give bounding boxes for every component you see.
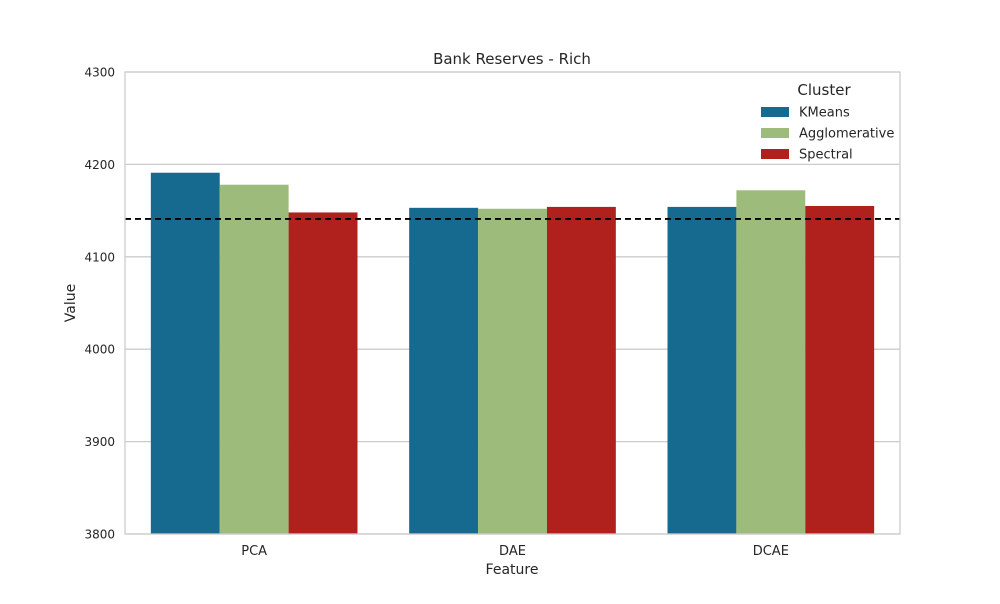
plot-frame (124, 71, 901, 535)
bar-kmeans-dcae (667, 206, 737, 535)
y-tick-label: 3800 (84, 528, 115, 542)
legend-swatch (761, 128, 789, 138)
legend-swatch (761, 149, 789, 159)
y-tick-label: 4300 (84, 66, 115, 80)
bar-agglomerative-dae (478, 208, 547, 534)
legend: Cluster KMeans Agglomerative Spectral (761, 81, 894, 163)
x-ticks: PCA DAE DCAE (241, 544, 789, 559)
y-tick-label: 4200 (84, 158, 115, 172)
legend-label: Agglomerative (799, 127, 894, 142)
x-tick-label: DAE (499, 544, 526, 559)
x-tick-label: DCAE (753, 544, 789, 559)
bars (150, 172, 875, 535)
bar-kmeans-pca (150, 172, 220, 534)
bar-agglomerative-dcae (736, 190, 806, 534)
chart-title: Bank Reserves - Rich (433, 50, 591, 68)
bar-agglomerative-pca (219, 184, 289, 534)
legend-swatch (761, 107, 789, 117)
x-tick-label: PCA (241, 544, 267, 559)
legend-title: Cluster (797, 81, 851, 99)
x-axis-label: Feature (486, 562, 539, 578)
y-tick-label: 3900 (84, 435, 115, 449)
y-ticks: 3800 3900 4000 4100 4200 4300 (84, 66, 115, 542)
y-tick-label: 4000 (84, 343, 115, 357)
y-tick-label: 4100 (84, 250, 115, 264)
bar-spectral-dae (546, 206, 616, 535)
legend-label: Spectral (799, 148, 853, 163)
bar-spectral-pca (288, 212, 358, 534)
legend-label: KMeans (799, 106, 850, 121)
bar-kmeans-dae (409, 207, 479, 534)
y-axis-label: Value (63, 284, 79, 322)
bar-spectral-dcae (805, 205, 875, 535)
